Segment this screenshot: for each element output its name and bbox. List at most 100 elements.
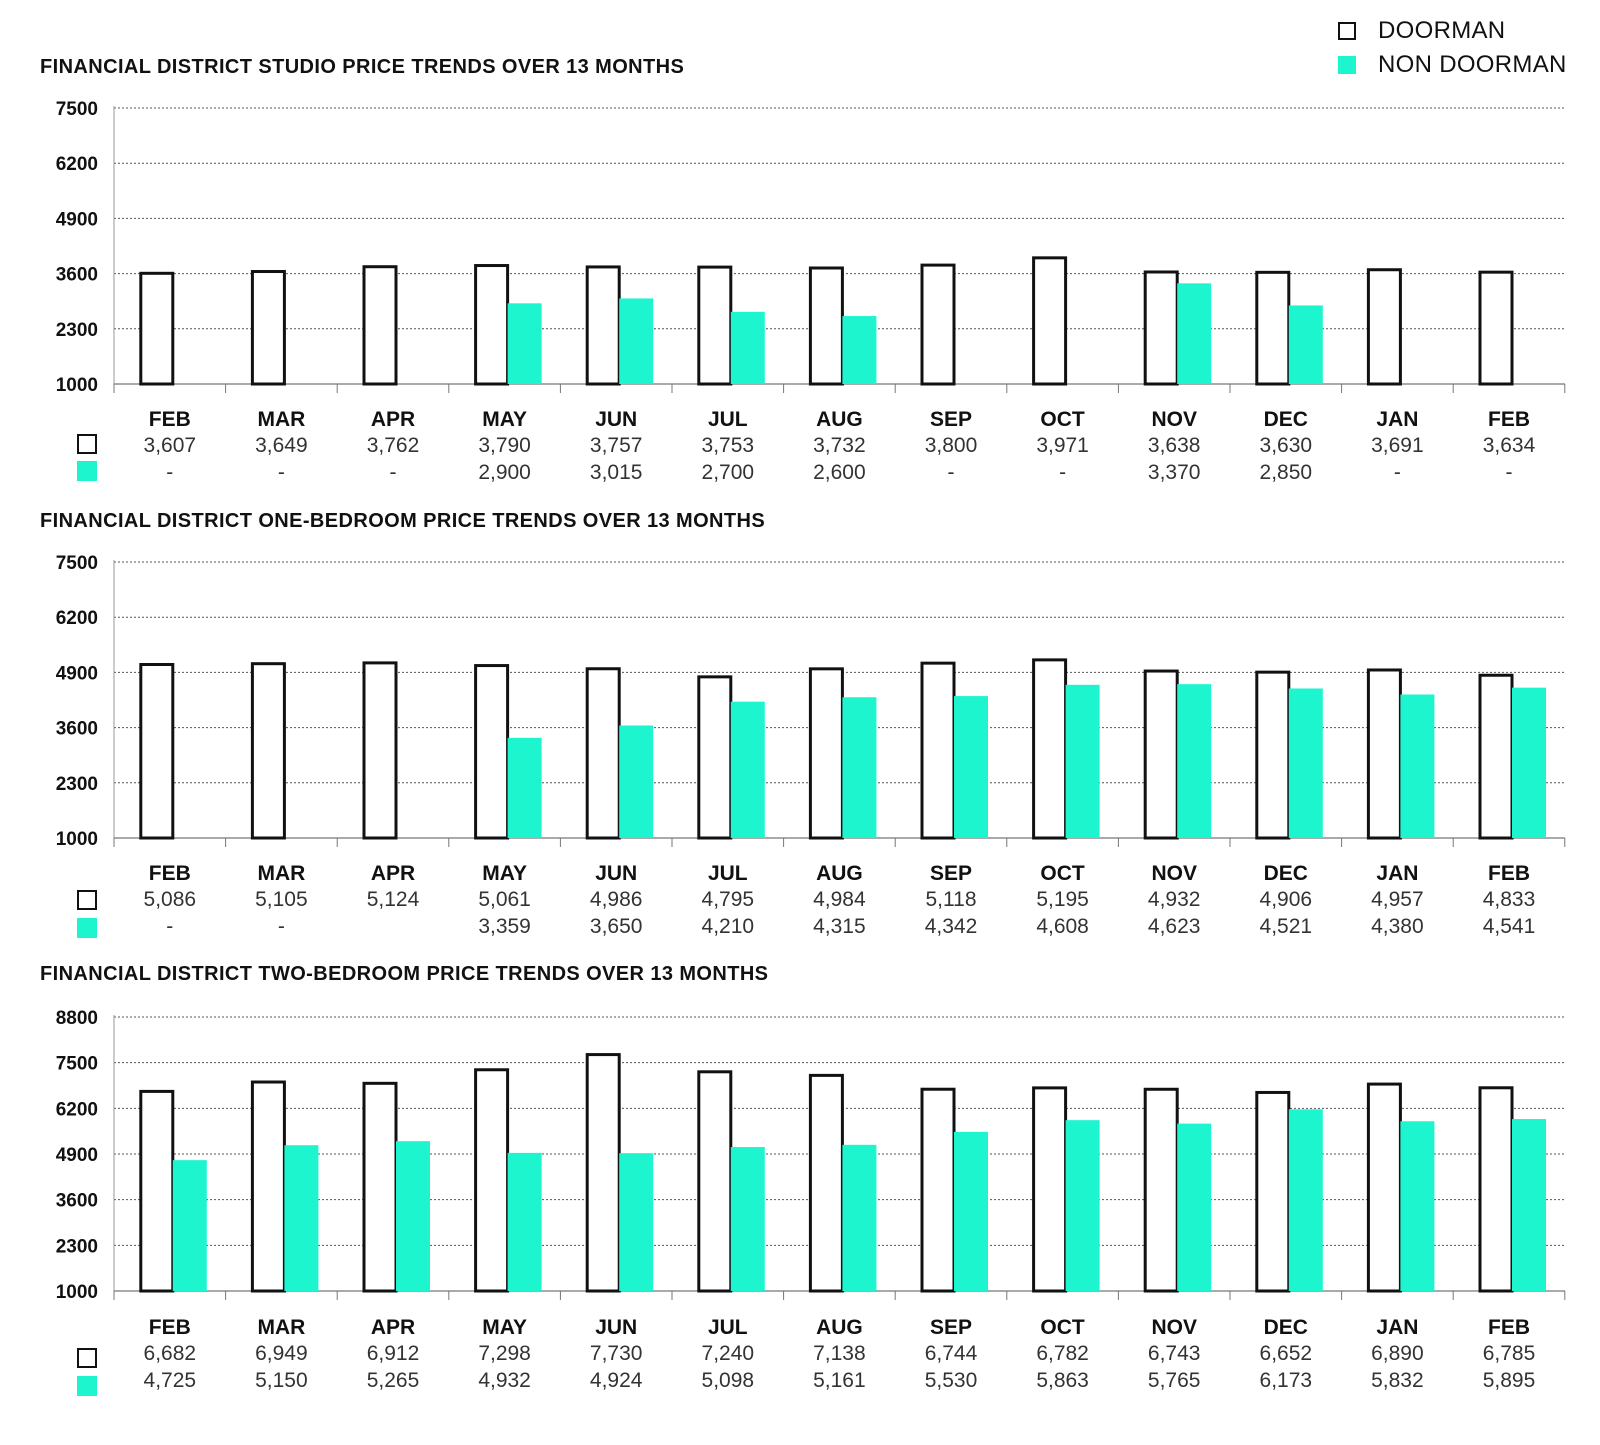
data-label-doorman: 3,634 <box>1483 434 1536 457</box>
bar-doorman <box>1255 1090 1291 1293</box>
bar-non-doorman <box>172 1160 207 1291</box>
data-label-doorman: 5,061 <box>478 888 531 911</box>
data-label-non-doorman: 5,161 <box>813 1369 866 1392</box>
y-tick-label: 3600 <box>56 265 98 286</box>
data-label-doorman: 3,753 <box>702 434 755 457</box>
x-tick-label: FEB <box>149 1316 191 1339</box>
y-tick-label: 4900 <box>56 209 98 230</box>
bar-non-doorman <box>1400 694 1435 838</box>
x-tick-label: JAN <box>1376 1316 1418 1339</box>
bar-non-doorman <box>842 697 877 838</box>
data-label-doorman: 6,652 <box>1260 1342 1313 1365</box>
data-label-doorman: 7,298 <box>478 1342 531 1365</box>
data-label-doorman: 6,949 <box>255 1342 308 1365</box>
row-icon-doorman <box>77 434 97 454</box>
bar-non-doorman <box>730 701 765 838</box>
data-label-non-doorman: 4,521 <box>1260 915 1313 938</box>
x-tick-label: FEB <box>1488 408 1530 431</box>
y-tick-label: 4900 <box>56 1145 98 1166</box>
data-label-doorman: 4,984 <box>813 888 866 911</box>
bar-non-doorman <box>1512 687 1546 838</box>
y-tick-label: 7500 <box>56 553 98 574</box>
data-label-doorman: 5,086 <box>144 888 197 911</box>
bar-doorman <box>139 271 175 386</box>
data-label-non-doorman: 4,623 <box>1148 915 1201 938</box>
data-label-doorman: 6,682 <box>144 1342 197 1365</box>
y-tick-label: 3600 <box>56 719 98 740</box>
bar-non-doorman <box>396 1141 430 1291</box>
bar-doorman <box>1255 270 1291 386</box>
data-label-doorman: 3,757 <box>590 434 643 457</box>
bar-doorman <box>1143 270 1179 386</box>
x-tick-label: APR <box>371 1316 415 1339</box>
data-label-doorman: 3,638 <box>1148 434 1201 457</box>
data-label-doorman: 3,762 <box>367 434 420 457</box>
data-label-non-doorman: 2,700 <box>702 461 755 484</box>
data-label-doorman: 6,785 <box>1483 1342 1536 1365</box>
bar-doorman <box>1032 658 1068 840</box>
bar-doorman <box>808 266 844 386</box>
bar-doorman <box>697 265 733 386</box>
data-label-doorman: 3,649 <box>255 434 308 457</box>
data-label-non-doorman: 4,315 <box>813 915 866 938</box>
bar-doorman <box>1143 1087 1179 1293</box>
data-label-doorman: 4,906 <box>1260 888 1313 911</box>
data-label-doorman: 6,912 <box>367 1342 420 1365</box>
x-tick-label: APR <box>371 862 415 885</box>
data-label-doorman: 6,744 <box>925 1342 978 1365</box>
data-label-non-doorman: 3,370 <box>1148 461 1201 484</box>
bar-non-doorman <box>619 725 654 838</box>
data-label-non-doorman: - <box>1506 461 1513 484</box>
data-label-doorman: 7,138 <box>813 1342 866 1365</box>
bar-non-doorman <box>619 298 654 384</box>
bar-doorman <box>697 1070 733 1293</box>
x-tick-label: FEB <box>1488 1316 1530 1339</box>
x-tick-label: JUL <box>708 1316 748 1339</box>
bar-non-doorman <box>730 311 765 384</box>
bar-non-doorman <box>507 737 542 838</box>
data-label-non-doorman: 5,098 <box>702 1369 755 1392</box>
bar-non-doorman <box>842 1144 877 1291</box>
x-tick-label: JUL <box>708 408 748 431</box>
x-tick-label: NOV <box>1151 408 1197 431</box>
x-tick-label: MAR <box>257 408 305 431</box>
data-label-doorman: 4,986 <box>590 888 643 911</box>
bar-doorman <box>920 263 956 386</box>
legend: DOORMAN NON DOORMAN <box>1338 14 1588 82</box>
x-tick-label: JUN <box>595 862 637 885</box>
bar-non-doorman <box>1288 1109 1323 1291</box>
y-tick-label: 8800 <box>56 1008 98 1029</box>
data-label-non-doorman: - <box>948 461 955 484</box>
x-tick-label: DEC <box>1264 862 1308 885</box>
data-label-non-doorman: 5,895 <box>1483 1369 1536 1392</box>
bar-non-doorman <box>1288 305 1323 384</box>
bar-non-doorman <box>1177 684 1212 838</box>
bar-non-doorman <box>1288 688 1323 838</box>
x-tick-label: NOV <box>1151 1316 1197 1339</box>
data-label-doorman: 3,800 <box>925 434 978 457</box>
x-tick-label: JUN <box>595 408 637 431</box>
bar-doorman <box>250 662 286 840</box>
data-label-non-doorman: 3,359 <box>478 915 531 938</box>
data-label-non-doorman: - <box>166 915 173 938</box>
bar-non-doorman <box>507 303 542 384</box>
x-tick-label: OCT <box>1040 862 1085 885</box>
x-tick-label: FEB <box>1488 862 1530 885</box>
row-icon-non-doorman <box>77 461 97 481</box>
doorman-swatch <box>1338 22 1356 40</box>
bar-doorman <box>697 675 733 840</box>
data-label-doorman: 3,790 <box>478 434 531 457</box>
data-label-non-doorman: 6,173 <box>1260 1369 1313 1392</box>
data-label-doorman: 3,630 <box>1260 434 1313 457</box>
data-label-doorman: 4,957 <box>1371 888 1424 911</box>
bar-non-doorman <box>730 1147 765 1291</box>
bar-non-doorman <box>1400 1121 1435 1291</box>
x-tick-label: JAN <box>1376 408 1418 431</box>
y-tick-label: 2300 <box>56 774 98 795</box>
data-label-doorman: 4,795 <box>702 888 755 911</box>
legend-item-non-doorman: NON DOORMAN <box>1338 48 1588 82</box>
x-tick-label: OCT <box>1040 1316 1085 1339</box>
bar-non-doorman <box>954 696 988 838</box>
bar-doorman <box>920 661 956 840</box>
data-label-non-doorman: 2,900 <box>478 461 531 484</box>
